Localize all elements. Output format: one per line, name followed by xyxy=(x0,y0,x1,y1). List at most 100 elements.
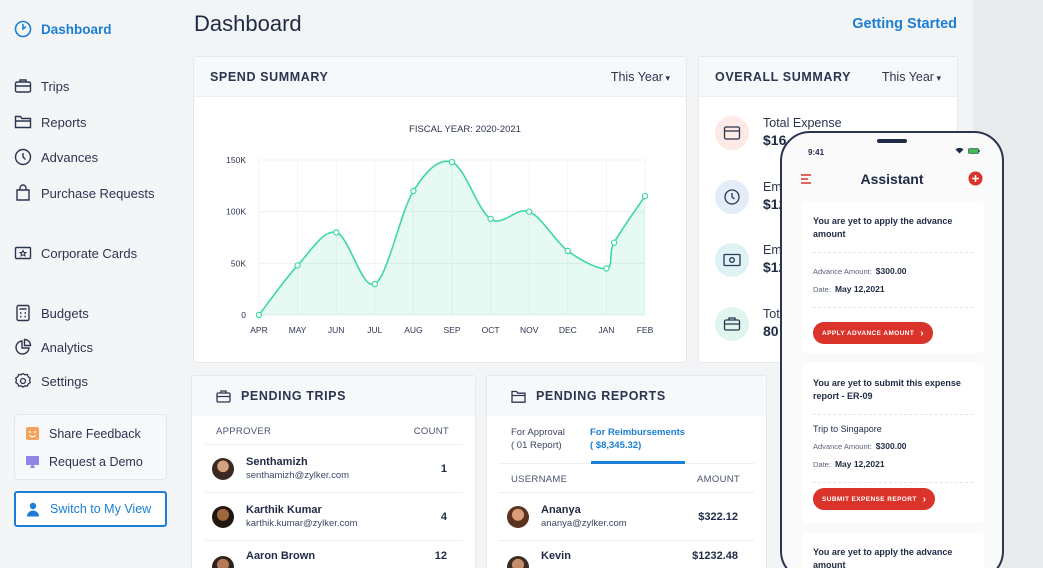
battery-icon xyxy=(968,147,980,154)
col-approver: APPROVER xyxy=(216,426,272,437)
helper-box: Share Feedback Request a Demo xyxy=(14,414,167,480)
data-point[interactable] xyxy=(255,311,263,319)
phone-time: 9:41 xyxy=(808,148,825,157)
chart-title: FISCAL YEAR: 2020-2021 xyxy=(409,124,521,135)
table-row[interactable]: Karthik Kumar karthik.kumar@zylker.com 4 xyxy=(204,492,463,540)
wifi-icon xyxy=(955,147,964,154)
sidebar-item-analytics[interactable]: Analytics xyxy=(14,338,93,356)
folder-icon xyxy=(511,390,526,403)
menu-icon[interactable] xyxy=(801,174,813,184)
sidebar-item-label: Budgets xyxy=(41,305,89,321)
data-point[interactable] xyxy=(332,229,340,236)
pending-trips-title: PENDING TRIPS xyxy=(241,389,347,403)
avatar xyxy=(507,505,529,528)
y-tick-label: 50K xyxy=(231,258,246,268)
avatar xyxy=(212,556,234,568)
phone-status-bar xyxy=(955,147,980,154)
avatar xyxy=(212,505,234,528)
pending-reports-card: PENDING REPORTS For Approval ( 01 Report… xyxy=(486,375,767,568)
data-point[interactable] xyxy=(294,262,301,269)
cash-icon xyxy=(715,243,749,277)
table-row[interactable]: Ananya ananya@zylker.com $322.12 xyxy=(499,492,754,540)
phone-mockup: 9:41 Assistant You are yet to apply the … xyxy=(780,131,1004,568)
table-row[interactable]: Senthamizh senthamizh@zylker.com 1 xyxy=(204,444,463,492)
data-point[interactable] xyxy=(487,215,494,223)
table-row[interactable]: Kevin $1232.48 xyxy=(499,540,754,568)
data-point[interactable] xyxy=(526,208,533,215)
avatar xyxy=(507,556,529,568)
table-row[interactable]: Aaron Brown 12 xyxy=(204,540,463,568)
sidebar-item-dashboard[interactable]: Dashboard xyxy=(14,20,112,38)
sidebar-item-settings[interactable]: Settings xyxy=(14,372,88,390)
spend-summary-filter[interactable]: This Year xyxy=(611,70,670,84)
wallet-icon xyxy=(715,116,749,150)
avatar xyxy=(212,457,234,480)
col-amount: AMOUNT xyxy=(697,474,740,485)
data-point[interactable] xyxy=(610,239,618,246)
sidebar-item-budgets[interactable]: Budgets xyxy=(14,304,89,322)
page-title: Dashboard xyxy=(194,11,302,36)
request-demo-link[interactable]: Request a Demo xyxy=(25,454,143,469)
report-tabs: For Approval ( 01 Report) For Reimbursem… xyxy=(499,416,754,464)
sidebar-item-label: Dashboard xyxy=(41,21,112,37)
overall-summary-title: OVERALL SUMMARY xyxy=(715,69,852,84)
apply-advance-button[interactable]: APPLY ADVANCE AMOUNT xyxy=(813,322,934,344)
data-point[interactable] xyxy=(603,265,610,272)
x-tick-label: JUN xyxy=(328,325,345,335)
data-point[interactable] xyxy=(371,280,378,288)
overall-item: Total Expense $16 xyxy=(715,116,842,150)
sidebar-item-label: Reports xyxy=(41,114,87,130)
x-tick-label: FEB xyxy=(637,325,654,335)
suitcase-icon xyxy=(216,389,231,403)
data-point[interactable] xyxy=(564,247,571,255)
x-tick-label: JUL xyxy=(367,325,382,335)
data-point[interactable] xyxy=(448,158,456,166)
sidebar-item-trips[interactable]: Trips xyxy=(14,77,69,95)
x-tick-label: AUG xyxy=(404,325,422,335)
chart-area xyxy=(259,161,645,315)
data-point[interactable] xyxy=(410,187,417,195)
sidebar-item-label: Analytics xyxy=(41,339,94,355)
overall-summary-filter[interactable]: This Year xyxy=(882,70,941,84)
getting-started-link[interactable]: Getting Started xyxy=(852,16,957,32)
x-tick-label: JAN xyxy=(598,325,614,335)
overall-item: Em $12 xyxy=(715,180,786,214)
folder-icon xyxy=(14,115,32,129)
spend-chart: FISCAL YEAR: 2020-2021 0 50K 100K 150K APR M… xyxy=(226,124,654,335)
pending-trips-card: PENDING TRIPS APPROVER COUNT Senthamizh s… xyxy=(191,375,476,568)
user-icon xyxy=(27,502,39,516)
x-tick-label: DEC xyxy=(559,325,577,335)
x-tick-label: APR xyxy=(250,325,267,335)
feedback-icon xyxy=(26,427,39,440)
dashboard-icon xyxy=(14,20,32,38)
calculator-icon xyxy=(16,304,30,322)
x-tick-label: NOV xyxy=(520,325,539,335)
sidebar-item-reports[interactable]: Reports xyxy=(14,113,87,131)
active-tab-indicator xyxy=(591,461,685,464)
shopping-bag-icon xyxy=(16,184,30,201)
sidebar-item-corporate-cards[interactable]: Corporate Cards xyxy=(14,244,137,262)
demo-icon xyxy=(26,456,39,468)
tab-for-approval[interactable]: For Approval ( 01 Report) xyxy=(511,427,565,451)
card-icon xyxy=(14,246,32,260)
assistant-title: Assistant xyxy=(860,171,924,187)
tab-for-reimbursements[interactable]: For Reimbursements ( $8,345.32) xyxy=(590,427,686,451)
switch-view-button[interactable]: Switch to My View xyxy=(14,491,167,527)
submit-expense-report-button[interactable]: SUBMIT EXPENSE REPORT xyxy=(813,488,936,510)
sidebar-item-label: Settings xyxy=(41,373,88,389)
clock-icon xyxy=(715,180,749,214)
data-point[interactable] xyxy=(641,192,649,200)
share-feedback-link[interactable]: Share Feedback xyxy=(25,426,141,441)
add-icon[interactable] xyxy=(968,171,983,186)
y-tick-label: 0 xyxy=(241,310,246,320)
x-tick-label: MAY xyxy=(289,325,307,335)
gear-icon xyxy=(15,372,31,388)
pending-reports-title: PENDING REPORTS xyxy=(536,389,666,403)
clock-icon xyxy=(14,148,32,166)
sidebar-item-label: Purchase Requests xyxy=(41,185,155,201)
col-username: USERNAME xyxy=(511,474,568,485)
sidebar-item-label: Trips xyxy=(41,78,70,94)
overall-item: Em $12 xyxy=(715,243,786,277)
sidebar-item-purchase-requests[interactable]: Purchase Requests xyxy=(14,184,154,202)
sidebar-item-advances[interactable]: Advances xyxy=(14,148,98,166)
